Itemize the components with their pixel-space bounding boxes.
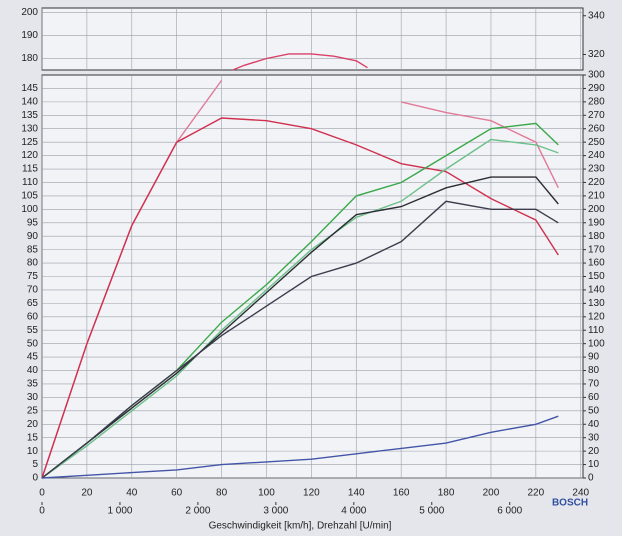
x-tick-label: 220 xyxy=(528,488,545,499)
y-tick-label: 60 xyxy=(27,311,39,322)
x2-tick-label: 1 000 xyxy=(107,506,132,517)
y2-tick-label: 220 xyxy=(588,177,605,188)
y2-tick-label: 200 xyxy=(588,204,605,215)
y-tick-label: 110 xyxy=(22,177,38,188)
y-tick-label: 100 xyxy=(21,204,38,215)
y2-tick-label: 80 xyxy=(588,365,600,376)
y-tick-label: 75 xyxy=(27,271,39,282)
y-tick-label: 45 xyxy=(27,352,39,363)
x-axis-title: Geschwindigkeit [km/h], Drehzahl [U/min] xyxy=(209,521,392,532)
y2-tick-label: 240 xyxy=(588,150,605,161)
y-tick-label: 0 xyxy=(32,473,38,484)
y-tick-label: 105 xyxy=(21,191,38,202)
y2-tick-label: 10 xyxy=(588,459,600,470)
upper-panel xyxy=(41,7,584,71)
y-tick-label: 85 xyxy=(27,244,39,255)
series-line xyxy=(41,200,559,479)
x-tick-label: 80 xyxy=(216,488,228,499)
y-tick-label: 130 xyxy=(21,123,38,134)
y-tick-label: 125 xyxy=(21,137,38,148)
y2-tick-label: 120 xyxy=(588,311,605,322)
y2-tick-label: 70 xyxy=(588,379,600,390)
logo: BOSCH xyxy=(552,498,588,509)
y-tick-label: 25 xyxy=(27,405,39,416)
y-tick-label: 65 xyxy=(27,298,39,309)
y2-tick-label: 30 xyxy=(588,432,600,443)
x-tick-label: 180 xyxy=(438,488,455,499)
y2-tick-label: 60 xyxy=(588,392,600,403)
y-tick-label: 40 xyxy=(27,365,39,376)
y2-tick-label: 130 xyxy=(588,298,605,309)
y2-tick-label: 20 xyxy=(588,446,600,457)
y2-tick-label: 250 xyxy=(588,137,605,148)
y2-tick-label: 260 xyxy=(588,123,605,134)
y2-tick-label: 140 xyxy=(588,285,605,296)
series-line xyxy=(41,176,559,479)
x2-tick-label: 0 xyxy=(39,506,45,517)
y-tick-label: 95 xyxy=(27,217,39,228)
x-tick-label: 200 xyxy=(483,488,500,499)
x-tick-label: 160 xyxy=(393,488,410,499)
y-tick-label: 200 xyxy=(21,7,38,18)
y2-tick-label: 270 xyxy=(588,110,605,121)
y2-tick-label: 160 xyxy=(588,258,605,269)
y-tick-label: 135 xyxy=(21,110,38,121)
x-tick-label: 20 xyxy=(81,488,93,499)
series-line xyxy=(232,53,368,71)
y2-tick-label: 230 xyxy=(588,164,605,175)
x-tick-label: 100 xyxy=(258,488,275,499)
y2-tick-label: 280 xyxy=(588,97,605,108)
x-tick-label: 60 xyxy=(171,488,183,499)
y2-tick-label: 210 xyxy=(588,191,605,202)
y-tick-label: 50 xyxy=(27,338,39,349)
x2-tick-label: 4 000 xyxy=(341,506,366,517)
y-tick-label: 115 xyxy=(22,164,38,175)
series-line xyxy=(41,138,559,479)
x2-tick-label: 3 000 xyxy=(263,506,288,517)
y2-tick-label: 290 xyxy=(588,83,605,94)
x2-tick-label: 5 000 xyxy=(419,506,444,517)
y2-tick-label: 320 xyxy=(588,49,605,60)
y2-tick-label: 0 xyxy=(588,473,594,484)
y-tick-label: 30 xyxy=(27,392,39,403)
y2-tick-label: 170 xyxy=(588,244,605,255)
y-tick-label: 35 xyxy=(27,379,39,390)
y-tick-label: 10 xyxy=(27,446,39,457)
y2-tick-label: 90 xyxy=(588,352,600,363)
y2-tick-label: 340 xyxy=(588,10,605,21)
y2-tick-label: 300 xyxy=(588,70,605,81)
y-tick-label: 80 xyxy=(27,258,39,269)
x-tick-label: 240 xyxy=(572,488,589,499)
y-tick-label: 55 xyxy=(27,325,39,336)
y2-tick-label: 110 xyxy=(588,325,604,336)
y2-tick-label: 40 xyxy=(588,419,600,430)
y-tick-label: 5 xyxy=(32,459,38,470)
x-tick-label: 120 xyxy=(303,488,320,499)
y-tick-label: 20 xyxy=(27,419,39,430)
x-tick-label: 140 xyxy=(348,488,365,499)
x-tick-label: 0 xyxy=(39,488,45,499)
x2-tick-label: 6 000 xyxy=(497,506,522,517)
y2-tick-label: 190 xyxy=(588,217,605,228)
y-tick-label: 180 xyxy=(21,53,38,64)
y-tick-label: 90 xyxy=(27,231,39,242)
x-tick-label: 40 xyxy=(126,488,138,499)
y2-tick-label: 100 xyxy=(588,338,605,349)
y-tick-label: 140 xyxy=(21,97,38,108)
series-line xyxy=(41,415,559,479)
y-tick-label: 120 xyxy=(21,150,38,161)
y-tick-label: 145 xyxy=(21,83,38,94)
series-line xyxy=(41,117,559,479)
y2-tick-label: 50 xyxy=(588,405,600,416)
y-tick-label: 70 xyxy=(27,285,39,296)
y2-tick-label: 180 xyxy=(588,231,605,242)
y2-tick-label: 150 xyxy=(588,271,605,282)
x2-tick-label: 2 000 xyxy=(185,506,210,517)
y-tick-label: 190 xyxy=(21,30,38,41)
y-tick-label: 15 xyxy=(27,432,39,443)
